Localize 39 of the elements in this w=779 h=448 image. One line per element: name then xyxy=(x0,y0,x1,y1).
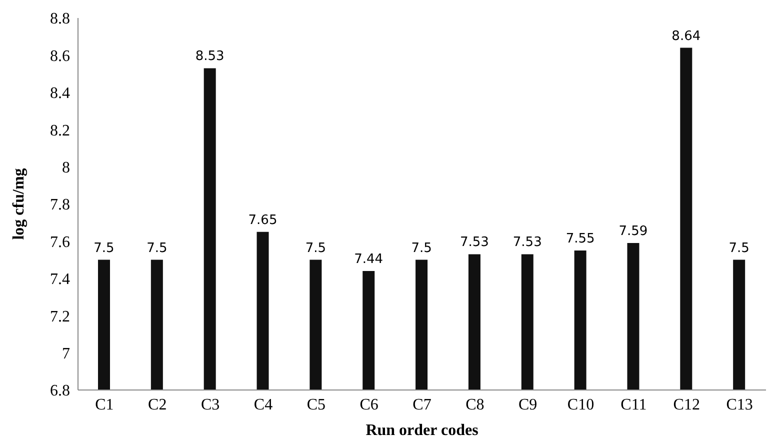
x-tick-label: C9 xyxy=(518,396,538,414)
x-tick-label: C2 xyxy=(148,396,167,414)
data-label: 8.64 xyxy=(672,28,701,44)
x-tick-label: C8 xyxy=(466,396,484,414)
data-label: 7.5 xyxy=(728,240,750,256)
data-label: 7.5 xyxy=(305,240,326,256)
y-tick-label: 8.4 xyxy=(50,85,70,102)
y-tick-label: 7.2 xyxy=(50,308,70,326)
x-tick-label: C11 xyxy=(620,396,647,414)
y-tick-label: 6.8 xyxy=(50,382,70,400)
y-tick-label: 8.6 xyxy=(50,48,70,65)
x-axis-title: Run order codes xyxy=(366,422,478,439)
data-label: 7.5 xyxy=(94,240,114,256)
data-label: 7.44 xyxy=(354,252,384,267)
y-tick-label: 7.6 xyxy=(50,234,70,251)
y-tick-label: 7 xyxy=(62,345,70,362)
data-label: 7.5 xyxy=(146,240,168,256)
y-tick-label: 8.2 xyxy=(50,122,70,140)
data-label: 7.55 xyxy=(566,232,595,246)
data-label: 7.53 xyxy=(512,235,542,250)
x-tick-label: C13 xyxy=(726,396,753,414)
x-tick-label: C3 xyxy=(200,396,220,414)
x-tick-label: C1 xyxy=(95,396,114,414)
y-tick-label: 8 xyxy=(62,159,70,176)
data-label: 7.5 xyxy=(411,240,432,256)
x-tick-label: C4 xyxy=(254,396,273,414)
y-tick-label: 8.8 xyxy=(50,10,70,28)
data-label: 8.53 xyxy=(195,49,224,64)
data-label: 7.65 xyxy=(248,212,278,228)
x-tick-label: C10 xyxy=(567,396,594,414)
x-tick-label: C7 xyxy=(412,396,432,414)
data-label: 7.53 xyxy=(460,235,489,250)
x-tick-label: C12 xyxy=(673,396,700,414)
x-tick-label: C6 xyxy=(360,396,378,414)
y-tick-label: 7.8 xyxy=(50,196,70,214)
data-label: 7.59 xyxy=(618,224,648,240)
x-tick-label: C5 xyxy=(306,396,326,414)
y-axis-title: log cfu/mg xyxy=(10,168,28,240)
y-tick-label: 7.4 xyxy=(50,271,70,288)
